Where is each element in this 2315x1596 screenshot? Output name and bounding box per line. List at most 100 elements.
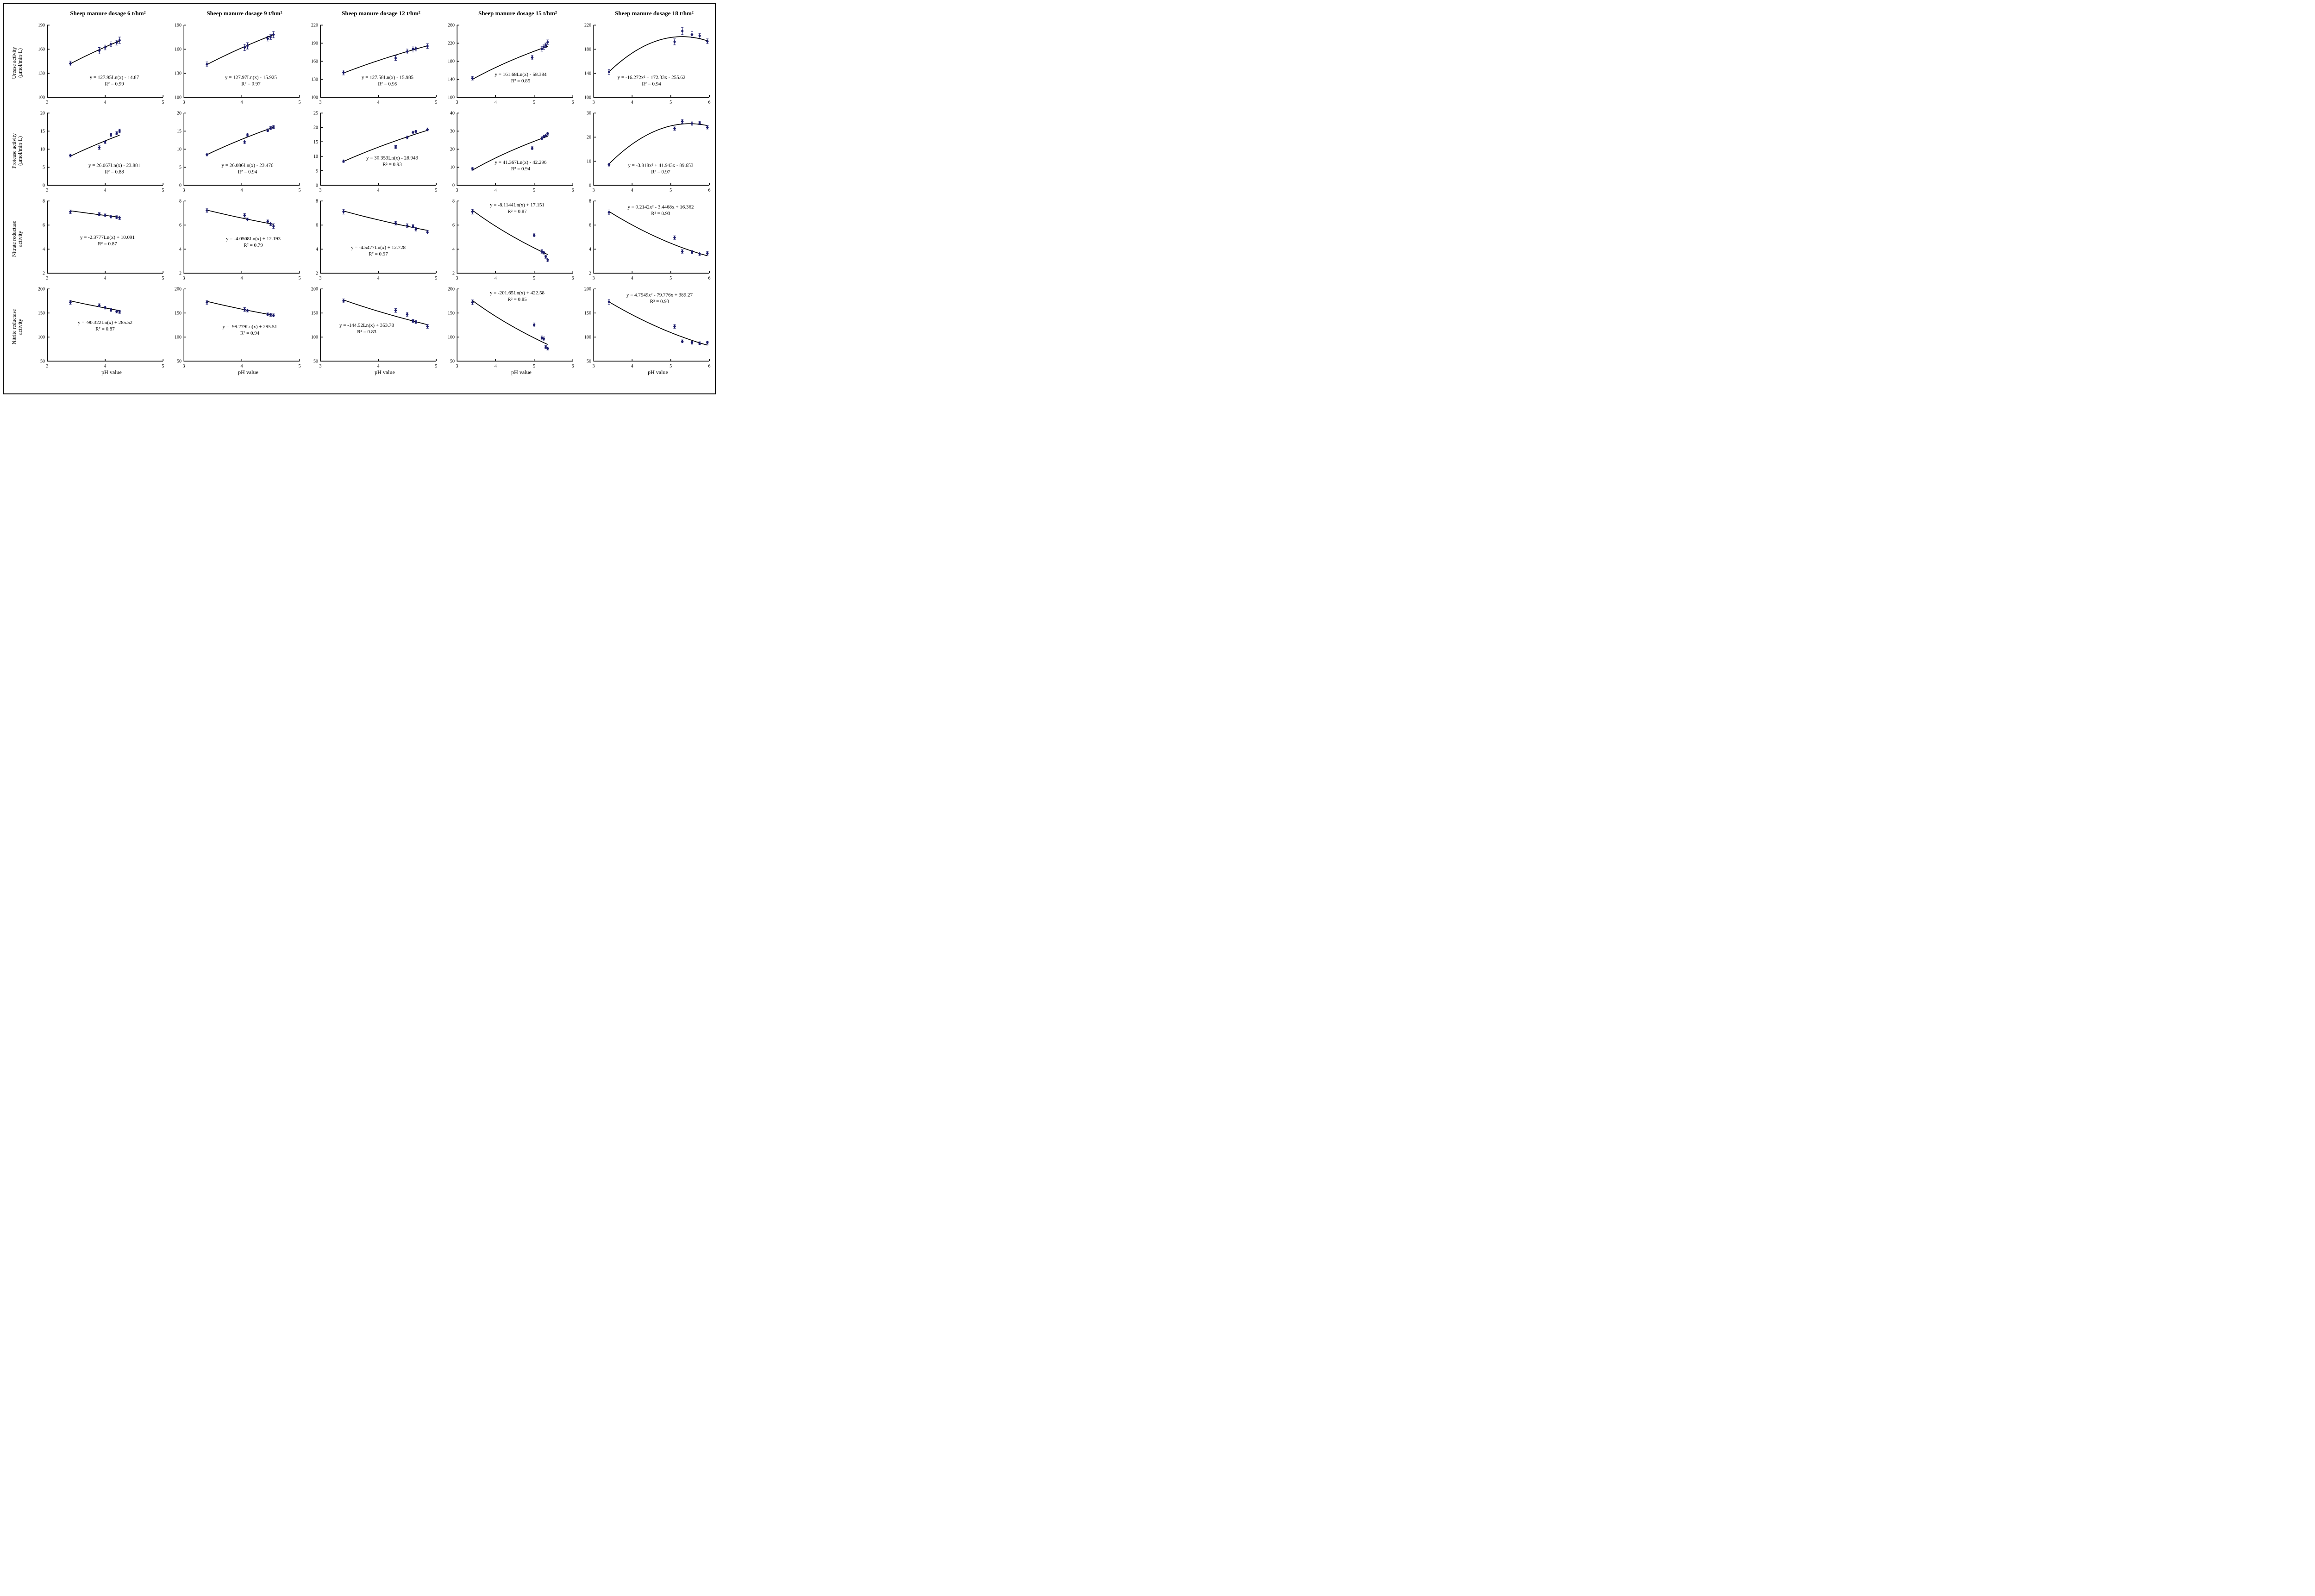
y-tick-label: 160 [311,59,318,64]
equation-line: y = -201.65Ln(x) + 422.58 [490,290,545,296]
tick-labels: 100 130 160 190 3 4 5 [38,23,164,106]
tick-labels: 2 4 6 8 3 4 5 [43,199,164,281]
data-point [412,131,414,135]
fit-curve [206,301,274,316]
x-tick-label: 4 [377,364,380,369]
x-tick-label: 4 [631,100,633,105]
y-tick-label: 8 [179,199,181,204]
y-tick-label: 2 [452,271,455,276]
data-points [471,300,549,350]
x-tick-label: 5 [533,364,535,369]
x-tick-label: 3 [456,276,458,281]
data-point [681,249,684,254]
subplot-r3c2: 50 100 150 200 3 4 5 y = -144.52Ln(x) + 353.78R… [311,287,438,369]
data-point [544,133,547,137]
y-tick-label: 30 [450,129,455,134]
y-tick-label: 130 [311,77,318,82]
data-point [118,38,121,42]
y-tick-label: 8 [589,199,591,204]
data-point [690,32,694,37]
axes [320,25,437,98]
subplot-r0c1: 100 130 160 190 3 4 5 y = 127.97Ln(x) - 15.925R… [175,23,301,106]
data-point [426,230,429,234]
column-title: Sheep manure dosage 18 t/hm² [615,10,694,17]
equation-line: y = 30.353Ln(x) - 28.943 [366,156,418,161]
data-point [471,210,474,214]
y-tick-label: 220 [448,41,455,46]
data-point [115,215,118,219]
tick-labels: 50 100 150 200 3 4 5 6 [584,287,711,369]
data-points [206,125,275,156]
data-point [394,308,397,312]
data-point [471,76,474,81]
x-tick-label: 4 [104,276,106,281]
r-squared-line: R² = 0.85 [511,78,531,84]
y-tick-label: 260 [448,23,455,28]
x-tick-label: 3 [456,364,458,369]
x-tick-label: 4 [241,364,243,369]
row-label: Nitrate reductase activity [5,196,31,282]
y-tick-label: 30 [587,111,591,116]
data-point [673,236,676,240]
y-tick-label: 190 [175,23,181,28]
data-point [104,213,106,218]
error-bars [206,125,275,156]
fit-curve [608,123,708,164]
x-tick-label: 5 [533,276,535,281]
data-point [394,145,397,149]
axes [457,200,573,274]
data-point [698,341,701,345]
x-tick-label: 3 [456,188,458,193]
axes [320,288,437,362]
y-tick-label: 100 [175,335,181,340]
x-tick-label: 4 [631,188,633,193]
data-point [269,35,272,39]
data-point [98,212,101,216]
data-point [342,210,345,214]
r-squared-line: R² = 0.87 [98,241,117,247]
row-label-line1: Nitrate reductase [12,220,17,257]
axes [320,112,437,186]
data-point [109,42,113,46]
r-squared-line: R² = 0.97 [651,169,670,175]
data-point [109,133,113,137]
data-point [706,341,709,345]
data-point [272,125,275,129]
data-point [681,339,684,343]
data-point [544,255,547,259]
y-tick-label: 6 [179,223,181,228]
y-tick-label: 100 [584,335,591,340]
tick-labels: 100 130 160 190 3 4 5 [175,23,301,106]
x-tick-label: 5 [669,188,672,193]
y-tick-label: 20 [450,147,455,152]
equation-line: y = 0.2142x² - 3.4468x + 16.362 [627,204,694,210]
error-bars [607,210,709,256]
y-tick-label: 20 [177,111,181,116]
data-point [243,140,246,144]
data-point [69,210,72,214]
r-squared-line: R² = 0.83 [357,329,376,335]
tick-labels: 0 10 20 30 3 4 5 6 [587,111,711,193]
y-tick-label: 200 [311,287,318,292]
y-tick-label: 160 [38,47,45,52]
y-tick-label: 0 [452,183,455,188]
axes [593,200,710,274]
x-tick-label: 5 [669,100,672,105]
equation-line: y = 4.7549x² - 79.776x + 389.27 [626,292,693,298]
error-bars [607,299,709,345]
equation-line: y = -2.3777Ln(x) + 10.091 [80,235,135,240]
y-tick-label: 6 [43,223,45,228]
y-tick-label: 5 [316,168,318,174]
x-axis-label: pH value [101,369,122,375]
fit-curve [472,300,548,345]
data-point [266,312,269,317]
y-tick-label: 100 [311,95,318,100]
